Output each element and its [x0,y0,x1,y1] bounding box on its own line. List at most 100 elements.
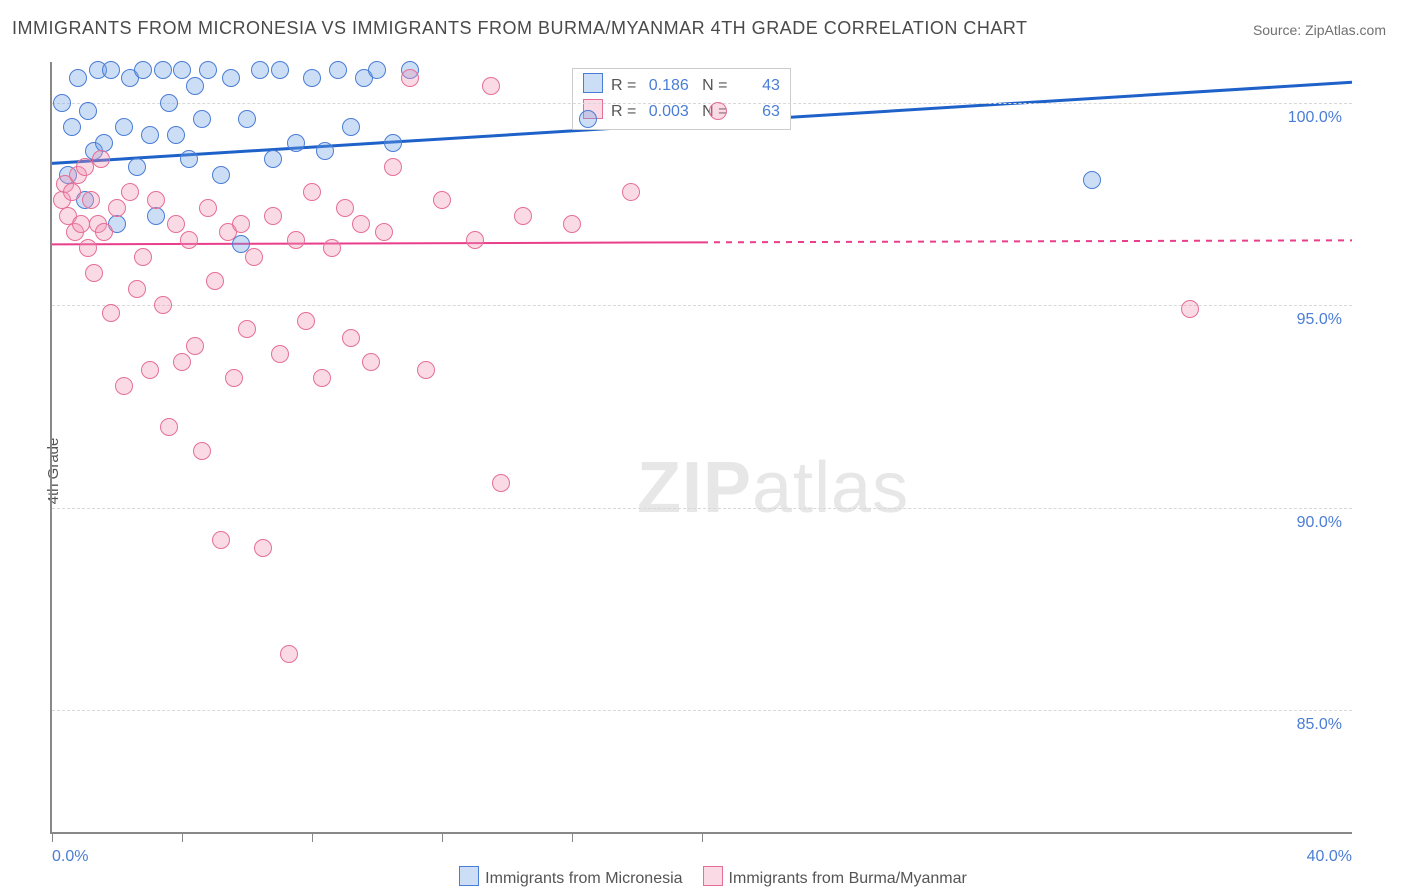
data-point [313,369,331,387]
data-point [222,69,240,87]
gridline [52,305,1352,306]
x-tick [572,832,573,842]
data-point [193,442,211,460]
data-point [225,369,243,387]
x-tick [442,832,443,842]
data-point [1083,171,1101,189]
data-point [709,102,727,120]
data-point [199,61,217,79]
data-point [180,231,198,249]
chart-area: 4th Grade ZIPatlas R = 0.186 N = 43R = 0… [0,50,1406,892]
correlation-legend: R = 0.186 N = 43R = 0.003 N = 63 [572,68,791,130]
data-point [271,345,289,363]
data-point [287,134,305,152]
x-max-label: 40.0% [1307,848,1352,866]
data-point [368,61,386,79]
data-point [141,361,159,379]
data-point [128,280,146,298]
trend-lines [52,62,1352,832]
data-point [1181,300,1199,318]
data-point [482,77,500,95]
data-point [76,158,94,176]
data-point [53,94,71,112]
y-tick-label: 100.0% [1288,109,1342,127]
legend-row: R = 0.186 N = 43 [583,73,780,99]
data-point [297,312,315,330]
data-point [92,150,110,168]
y-tick-label: 85.0% [1297,716,1342,734]
data-point [186,77,204,95]
data-point [63,118,81,136]
data-point [264,207,282,225]
data-point [108,199,126,217]
data-point [212,531,230,549]
data-point [375,223,393,241]
data-point [280,645,298,663]
data-point [362,353,380,371]
data-point [342,329,360,347]
data-point [329,61,347,79]
data-point [186,337,204,355]
data-point [563,215,581,233]
data-point [102,304,120,322]
data-point [167,126,185,144]
data-point [193,110,211,128]
data-point [141,126,159,144]
source-prefix: Source: [1253,22,1305,38]
data-point [245,248,263,266]
gridline [52,103,1352,104]
data-point [622,183,640,201]
data-point [102,61,120,79]
data-point [199,199,217,217]
watermark-bold: ZIP [637,448,752,528]
data-point [232,215,250,233]
data-point [466,231,484,249]
data-point [579,110,597,128]
data-point [160,94,178,112]
data-point [95,223,113,241]
data-point [492,474,510,492]
data-point [433,191,451,209]
x-min-label: 0.0% [52,848,88,866]
data-point [85,264,103,282]
gridline [52,710,1352,711]
data-point [115,118,133,136]
data-point [251,61,269,79]
data-point [173,353,191,371]
data-point [316,142,334,160]
data-point [212,166,230,184]
watermark-light: atlas [752,448,909,528]
data-point [303,69,321,87]
data-point [401,69,419,87]
data-point [79,239,97,257]
data-point [238,320,256,338]
data-point [514,207,532,225]
data-point [323,239,341,257]
gridline [52,508,1352,509]
data-point [180,150,198,168]
data-point [206,272,224,290]
y-tick-label: 95.0% [1297,311,1342,329]
x-tick [52,832,53,842]
data-point [173,61,191,79]
data-point [254,539,272,557]
data-point [147,191,165,209]
data-point [95,134,113,152]
data-point [384,134,402,152]
data-point [128,158,146,176]
data-point [63,183,81,201]
series-legend: Immigrants from MicronesiaImmigrants fro… [0,866,1406,888]
data-point [147,207,165,225]
data-point [154,61,172,79]
data-point [342,118,360,136]
data-point [417,361,435,379]
source-attribution: Source: ZipAtlas.com [1253,22,1386,38]
data-point [115,377,133,395]
watermark: ZIPatlas [637,447,909,529]
data-point [264,150,282,168]
source-link[interactable]: ZipAtlas.com [1305,22,1386,38]
data-point [79,102,97,120]
data-point [154,296,172,314]
data-point [303,183,321,201]
data-point [160,418,178,436]
